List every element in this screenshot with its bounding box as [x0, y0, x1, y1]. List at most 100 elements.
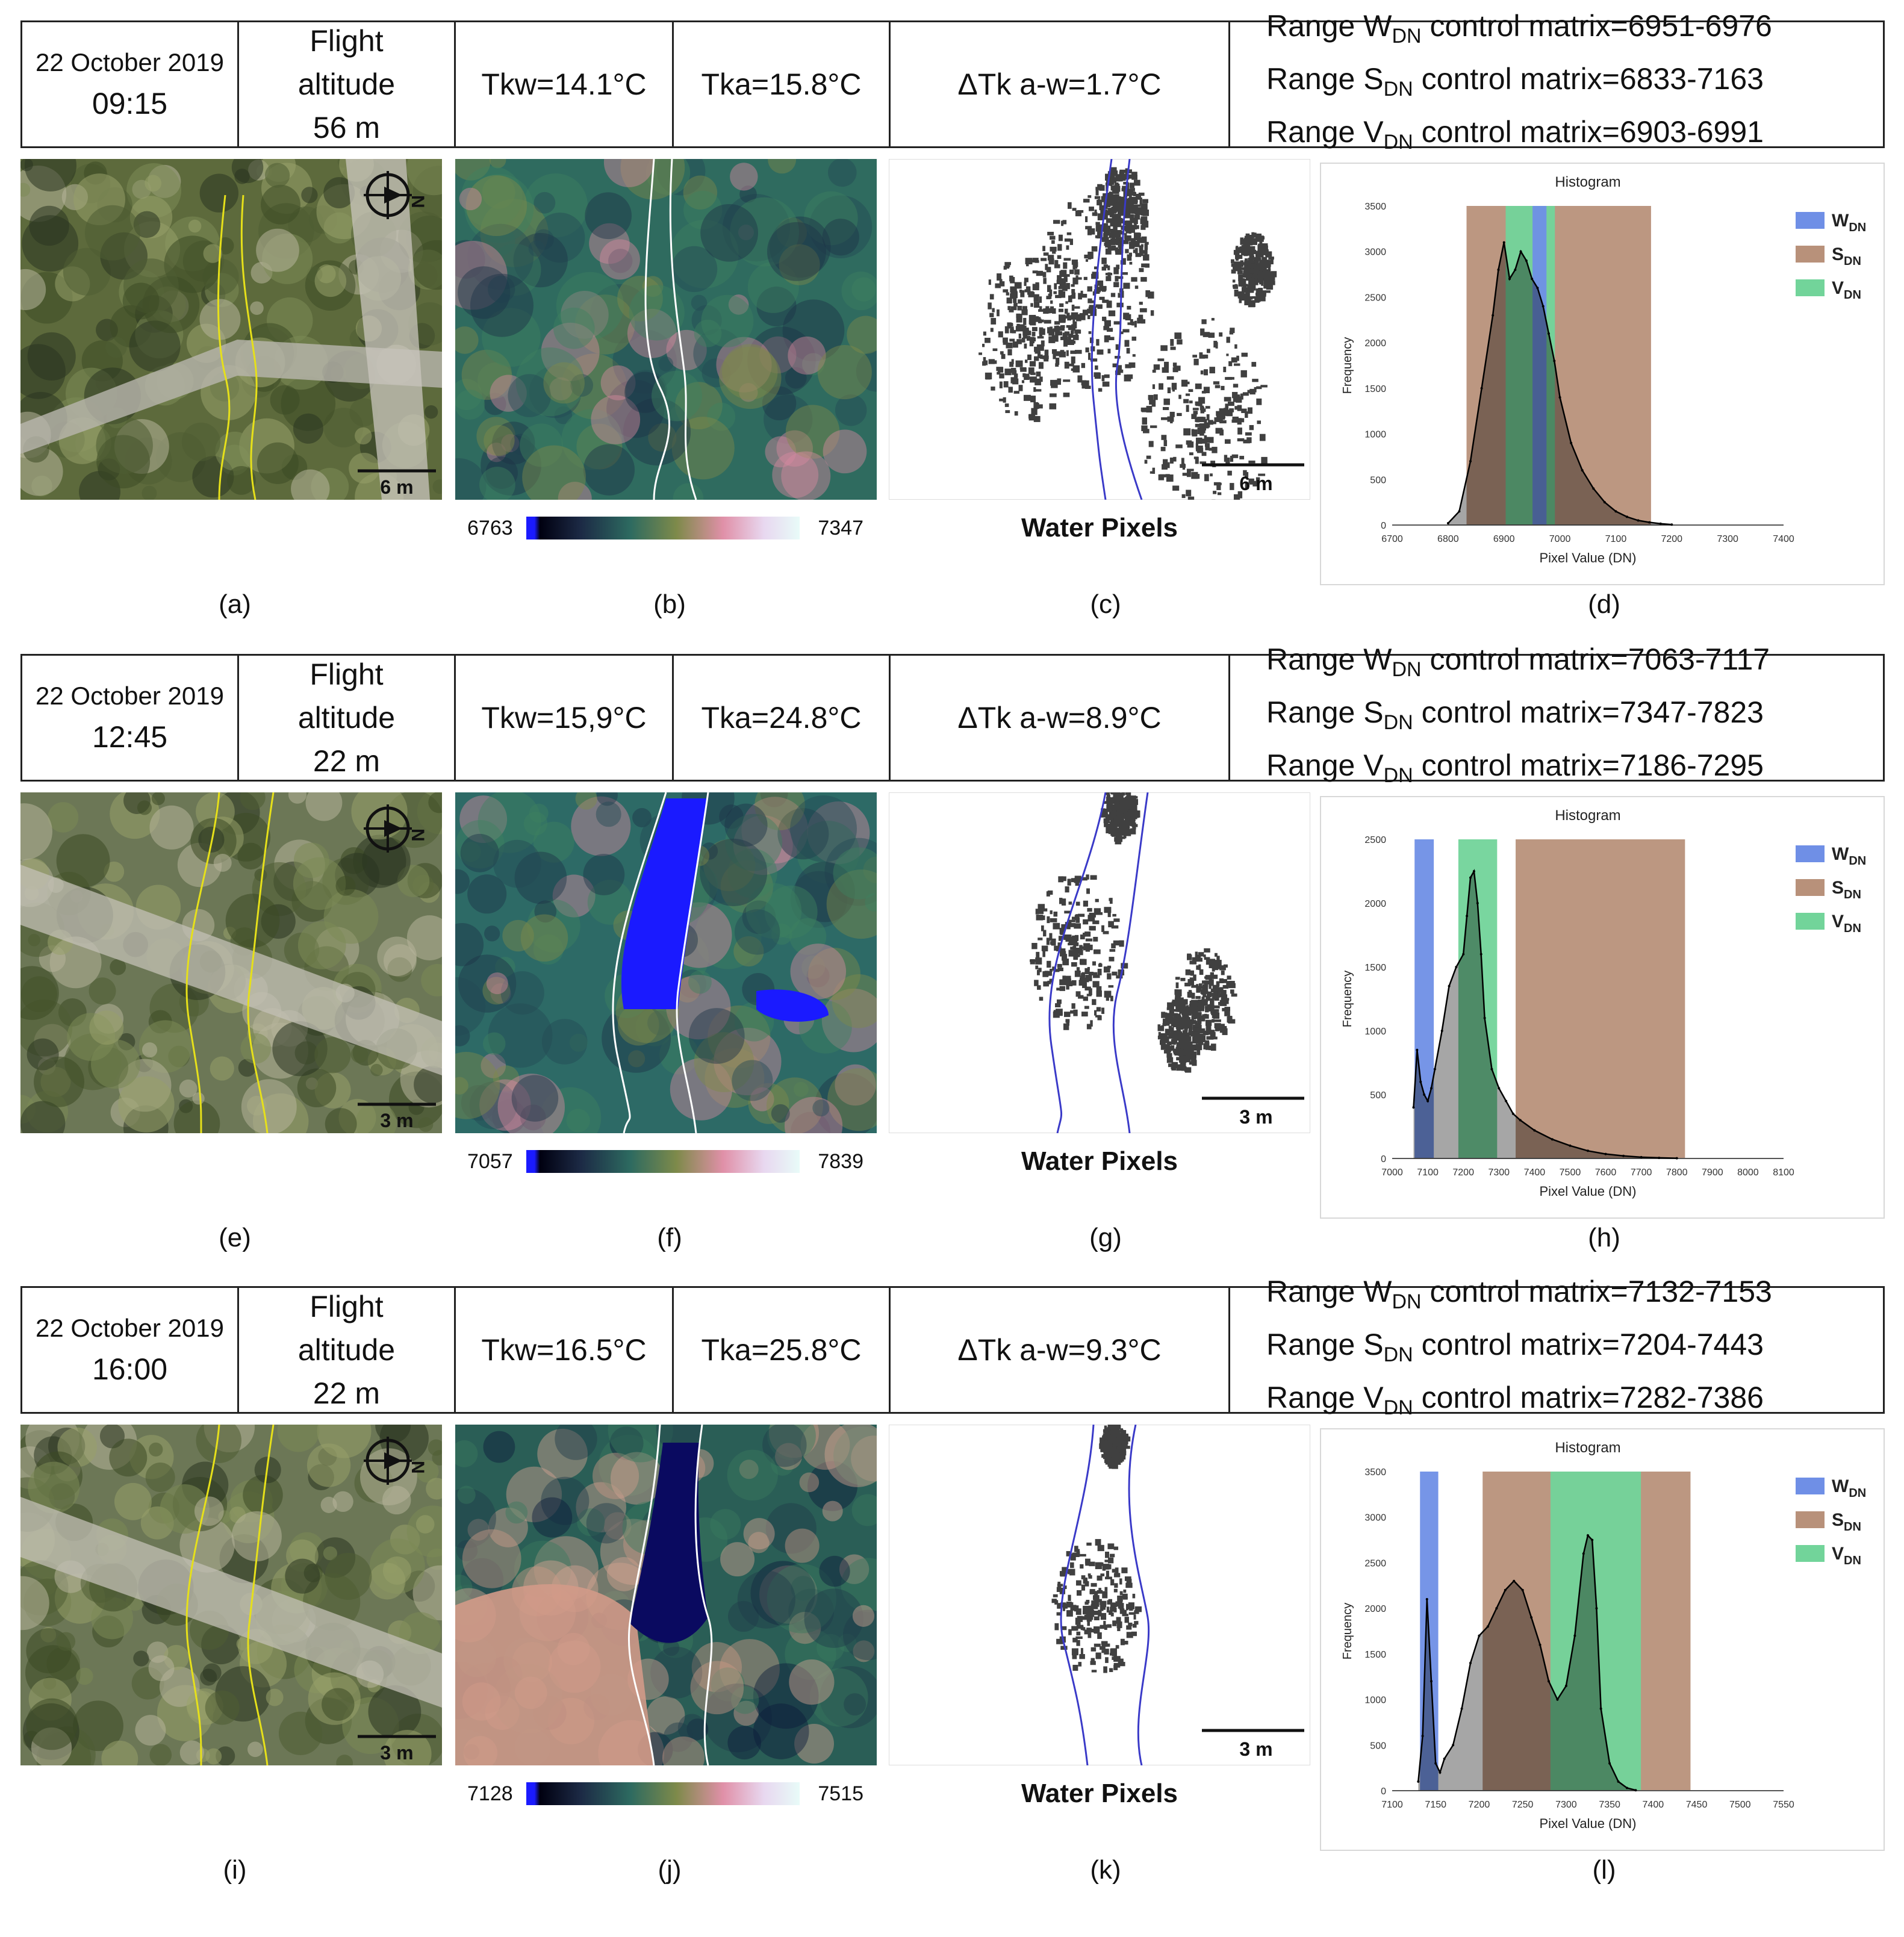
vegetation-patch	[196, 1425, 241, 1463]
water-pixel	[1018, 334, 1021, 339]
thermal-patch	[828, 159, 857, 187]
thermal-patch	[853, 1640, 875, 1662]
water-pixel	[1097, 199, 1103, 206]
water-pixel	[1097, 1544, 1104, 1552]
stream-bank-right	[247, 792, 275, 1133]
legend-swatch	[1796, 845, 1825, 862]
thermal-patch	[686, 1718, 709, 1741]
water-pixel	[1050, 968, 1053, 972]
thermal-patch	[647, 1010, 673, 1036]
water-pixel	[1088, 988, 1092, 995]
water-pixel	[1084, 1614, 1090, 1618]
thermal-patch	[817, 1634, 844, 1662]
water-pixel	[1103, 1454, 1109, 1460]
water-pixel	[1040, 354, 1043, 359]
water-pixel	[1091, 228, 1095, 235]
water-pixel	[1059, 326, 1063, 331]
water-pixel-mask: 3 m	[889, 1425, 1310, 1765]
water-pixel	[1251, 260, 1256, 263]
thermal-patch	[541, 1019, 588, 1065]
vegetation-patch	[84, 205, 140, 261]
water-pixel	[1068, 1594, 1071, 1601]
water-pixel	[1112, 913, 1116, 917]
water-pixel	[1170, 1031, 1177, 1037]
water-pixel	[1044, 971, 1049, 977]
water-pixel	[1034, 378, 1042, 385]
water-pixel	[1113, 223, 1118, 231]
thermal-patch	[459, 187, 482, 211]
thermal-patch	[602, 1003, 671, 1073]
water-pixel	[1240, 393, 1243, 400]
water-pixel	[1050, 941, 1055, 945]
water-pixel	[1237, 438, 1245, 442]
water-pixel	[1113, 321, 1121, 325]
histogram-area	[1448, 242, 1672, 525]
thermal-patch	[817, 345, 872, 400]
vegetation-patch	[205, 1690, 240, 1725]
thermal-patch	[455, 977, 486, 1036]
water-pixel	[1118, 1658, 1124, 1665]
water-pixel	[1226, 981, 1232, 988]
water-pixel-mask: 6 m	[889, 159, 1310, 500]
water-pixel	[1124, 815, 1131, 819]
water-pixel	[1127, 229, 1132, 232]
thermal-patch	[659, 1034, 699, 1075]
thermal-patch	[495, 957, 515, 977]
vegetation-patch	[216, 1746, 235, 1765]
stream-bank-left	[217, 194, 231, 500]
water-pixel	[1101, 1650, 1108, 1653]
histogram-point	[1462, 953, 1465, 956]
water-pixel	[1010, 323, 1013, 327]
water-pixel	[1231, 259, 1234, 263]
water-pixel	[1180, 1022, 1185, 1029]
water-pixel	[1105, 232, 1112, 236]
thermal-patch	[705, 1048, 765, 1108]
water-pixel	[1221, 994, 1228, 1001]
water-pixel	[1109, 1668, 1113, 1672]
water-pixel	[1113, 1664, 1118, 1670]
water-pixel	[1162, 367, 1169, 373]
vegetation-patch	[370, 1063, 383, 1077]
vegetation-patch	[415, 1515, 435, 1534]
water-pixel	[1233, 397, 1237, 402]
histogram-point	[1430, 1087, 1433, 1090]
water-pixel	[1113, 178, 1121, 182]
water-pixel	[1053, 912, 1058, 917]
histogram-point	[1421, 1735, 1424, 1738]
water-pixel	[1160, 1043, 1166, 1050]
thermal-patch	[809, 1668, 868, 1727]
thermal-patch	[789, 918, 827, 955]
water-pixel	[1106, 794, 1110, 801]
thermal-patch	[577, 1508, 605, 1537]
water-pixel	[1176, 1057, 1183, 1061]
thermal-patch	[515, 347, 585, 417]
water-pixel	[1203, 387, 1210, 394]
legend-swatch	[1796, 279, 1825, 296]
water-pixel	[1083, 1611, 1087, 1615]
water-pixel	[1090, 1583, 1097, 1587]
vegetation-patch	[194, 1496, 224, 1526]
water-pixel	[1255, 252, 1260, 258]
water-pixel	[1114, 800, 1120, 804]
histogram-title: Histogram	[1555, 174, 1620, 190]
water-pixel	[1162, 464, 1168, 470]
y-tick-label: 1000	[1364, 430, 1386, 440]
thermal-patch	[533, 821, 574, 863]
water-pixel	[1102, 1437, 1105, 1443]
water-pixel	[1107, 912, 1111, 918]
range-subscript: DN	[1383, 1343, 1413, 1366]
water-pixel	[1027, 354, 1031, 360]
thermal-patch	[743, 1518, 775, 1550]
thermal-patch	[482, 175, 515, 209]
water-pixel	[1169, 1006, 1174, 1013]
water-pixel	[1142, 210, 1150, 216]
water-pixel	[1127, 305, 1131, 310]
thermal-bg	[455, 159, 877, 500]
water-pixel	[1071, 331, 1074, 334]
water-pixel	[1048, 258, 1054, 265]
water-pixel	[1102, 1591, 1108, 1599]
water-pixel	[1010, 277, 1015, 284]
water-pixel	[1128, 252, 1132, 257]
water-pixel	[1059, 317, 1066, 323]
water-pixel	[1135, 253, 1142, 257]
